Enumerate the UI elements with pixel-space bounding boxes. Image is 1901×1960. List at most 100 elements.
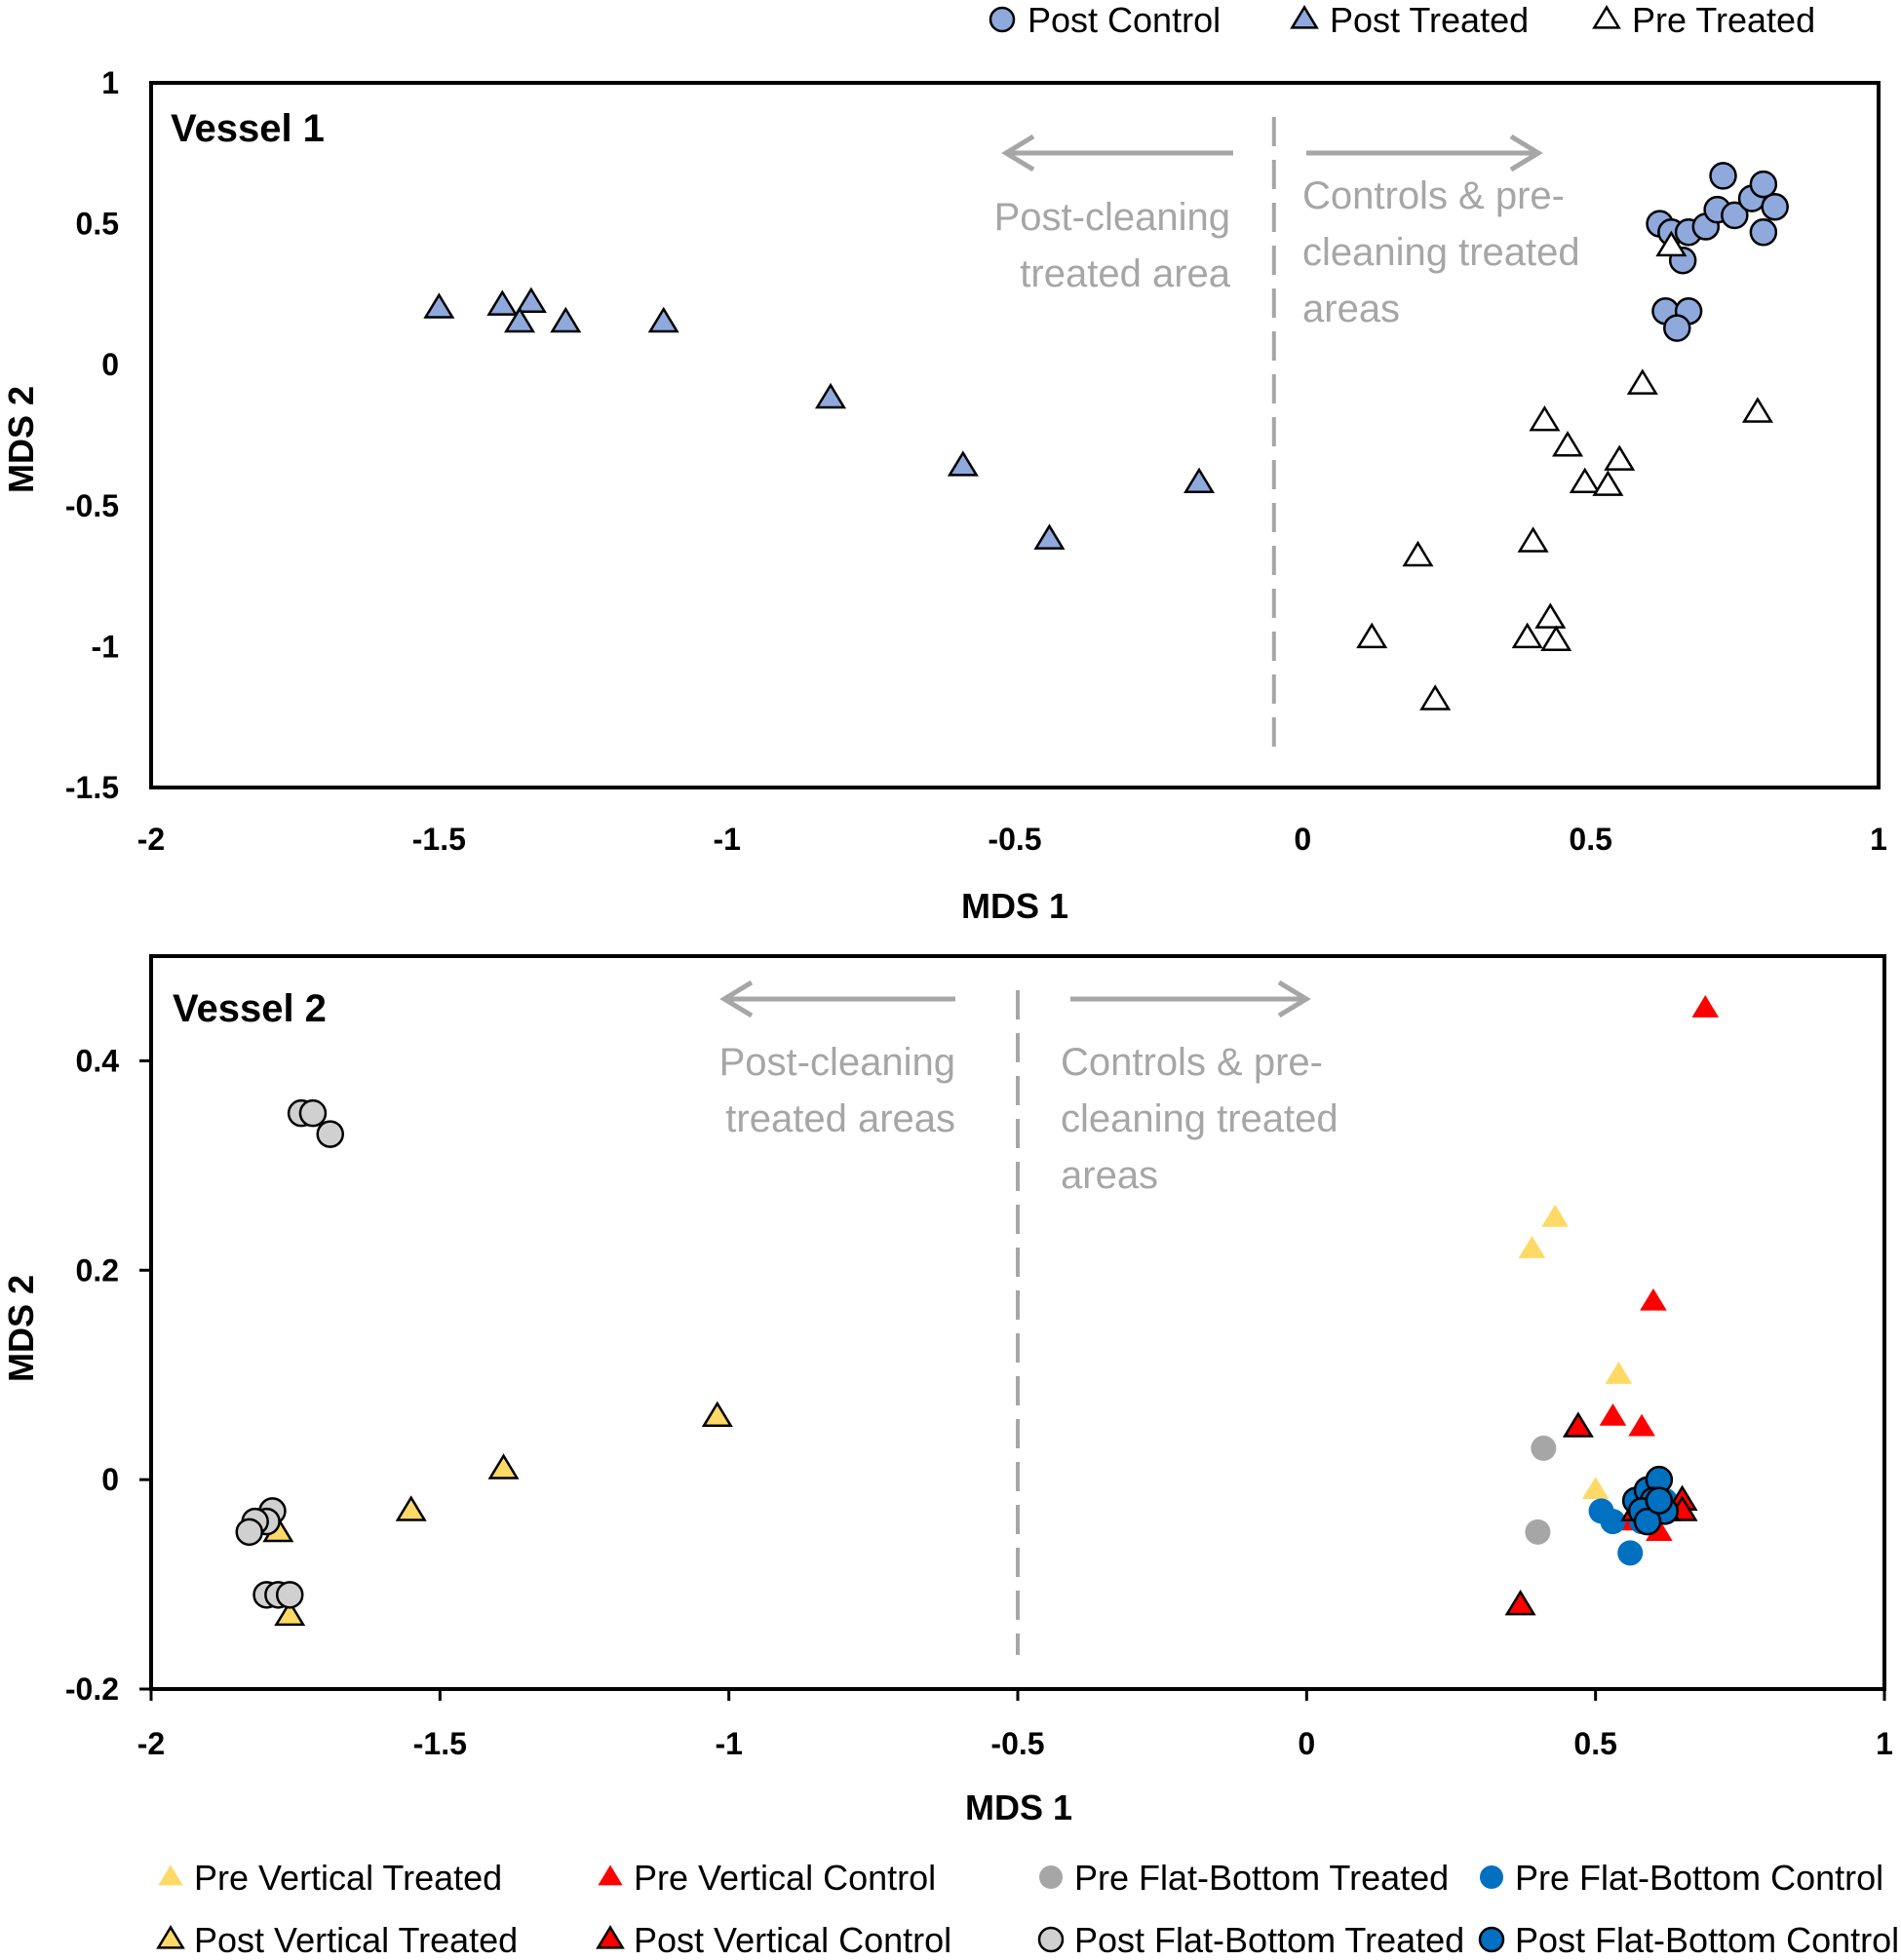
data-point xyxy=(1640,1287,1667,1311)
x-tick-label: -0.5 xyxy=(990,1726,1044,1761)
data-point xyxy=(515,287,547,313)
legend-marker xyxy=(1039,1865,1063,1889)
y-tick-label: -1 xyxy=(92,629,119,664)
plot-frame xyxy=(149,954,1886,1691)
data-point xyxy=(1541,1204,1569,1227)
x-tick-label: -2 xyxy=(137,822,165,857)
data-point xyxy=(487,1453,520,1480)
data-point xyxy=(1721,201,1749,230)
legend-label: Pre Vertical Control xyxy=(634,1858,936,1898)
data-point xyxy=(316,1120,344,1148)
legend-label: Pre Flat-Bottom Treated xyxy=(1074,1858,1449,1898)
data-point xyxy=(1534,602,1567,629)
data-point xyxy=(1419,684,1452,711)
right-arrow-vessel-1 xyxy=(1306,134,1543,173)
y-tick-label: 0.2 xyxy=(76,1252,119,1287)
x-tick-label: -1 xyxy=(713,822,740,857)
data-point xyxy=(1531,1435,1557,1461)
data-point xyxy=(947,450,979,477)
data-point xyxy=(274,1599,306,1627)
data-point xyxy=(1356,622,1388,649)
x-tick-label: -1 xyxy=(715,1726,742,1761)
legend-label: Post Vertical Treated xyxy=(194,1920,518,1960)
x-axis-title-vessel-2: MDS 1 xyxy=(965,1787,1072,1827)
series-post-treated xyxy=(423,287,1216,550)
series-pre-flat-bottom-treated xyxy=(1525,1435,1557,1545)
note-right-line2-vessel-1: cleaning treated xyxy=(1302,231,1580,274)
x-axis-title-vessel-1: MDS 1 xyxy=(961,886,1068,926)
data-point xyxy=(1569,467,1601,494)
data-point xyxy=(1749,170,1778,199)
legend-label: Post Control xyxy=(1028,0,1221,40)
series-post-vertical-treated xyxy=(262,1401,733,1627)
data-point xyxy=(1600,1509,1626,1535)
data-point xyxy=(1540,625,1572,651)
note-right-line3-vessel-1: areas xyxy=(1302,288,1400,330)
data-point xyxy=(1402,540,1434,567)
vessel-2-panel: Vessel 2 MDS 1 MDS 2 Post-cleaning treat… xyxy=(1,954,1899,1960)
legend-label: Post Treated xyxy=(1330,0,1529,40)
data-point xyxy=(1605,1362,1633,1384)
right-arrow-vessel-2 xyxy=(1070,980,1311,1018)
legend-marker xyxy=(598,1864,623,1886)
data-point xyxy=(504,306,536,333)
data-point xyxy=(1633,1507,1662,1536)
data-point xyxy=(1592,470,1624,496)
x-tick-label: 0.5 xyxy=(1569,822,1611,857)
legend-vessel-1: Post Control Post Treated Pre Treated xyxy=(989,0,1815,40)
data-point xyxy=(701,1401,733,1428)
data-point xyxy=(423,292,455,319)
legend-label: Post Vertical Control xyxy=(634,1920,951,1960)
data-point xyxy=(1525,1518,1551,1545)
note-right-line2-vessel-2: cleaning treated xyxy=(1061,1097,1338,1140)
y-axis-title-vessel-1: MDS 2 xyxy=(1,386,41,493)
data-point xyxy=(1691,995,1720,1018)
data-point xyxy=(1033,523,1066,550)
legend-label: Post Flat-Bottom Control xyxy=(1515,1920,1899,1960)
legend-marker xyxy=(1290,5,1319,29)
data-point xyxy=(235,1518,264,1547)
data-point xyxy=(1518,1236,1546,1258)
data-point xyxy=(1552,430,1584,457)
data-point xyxy=(1761,192,1789,221)
note-left-line1-vessel-1: Post-cleaning xyxy=(994,196,1230,239)
data-point xyxy=(1517,526,1549,553)
y-axis-title-vessel-2: MDS 2 xyxy=(1,1275,41,1382)
x-tick-label: 0 xyxy=(1294,822,1311,857)
data-point xyxy=(1655,230,1688,257)
data-point xyxy=(1628,1413,1655,1437)
data-point xyxy=(395,1495,427,1521)
note-right-line1-vessel-1: Controls & pre- xyxy=(1302,174,1565,217)
legend-marker xyxy=(1480,1865,1503,1889)
data-point xyxy=(1663,314,1691,342)
data-point xyxy=(1511,622,1543,649)
note-right-line3-vessel-2: areas xyxy=(1061,1154,1158,1197)
data-point xyxy=(486,289,519,316)
y-tick-label: -0.2 xyxy=(65,1672,119,1707)
legend-label: Pre Flat-Bottom Control xyxy=(1515,1858,1883,1898)
data-point xyxy=(1626,368,1658,395)
legend-marker xyxy=(989,6,1016,33)
data-point xyxy=(298,1098,328,1128)
data-point xyxy=(814,382,847,409)
legend-marker xyxy=(1592,5,1621,29)
legend-vessel-2: Pre Vertical Treated Pre Vertical Control… xyxy=(156,1858,1899,1960)
data-point xyxy=(1562,1411,1594,1438)
x-tick-label: -1.5 xyxy=(412,822,466,857)
y-tick-label: -1.5 xyxy=(65,770,119,805)
left-arrow-vessel-2 xyxy=(719,980,955,1018)
data-point xyxy=(275,1581,304,1609)
data-point xyxy=(1709,162,1737,190)
data-point xyxy=(1617,1540,1644,1566)
data-point xyxy=(550,306,582,333)
left-arrow-vessel-1 xyxy=(1001,134,1233,173)
y-tick-label: 0 xyxy=(101,1462,119,1497)
x-tick-label: 1 xyxy=(1870,822,1887,857)
x-tick-label: 1 xyxy=(1876,1726,1893,1761)
series-pre-vertical-treated xyxy=(1518,1204,1655,1520)
data-point xyxy=(1581,1477,1610,1500)
panel-title-vessel-1: Vessel 1 xyxy=(171,107,325,150)
plot-frame xyxy=(149,81,1881,789)
y-tick-label: 0 xyxy=(101,347,119,382)
